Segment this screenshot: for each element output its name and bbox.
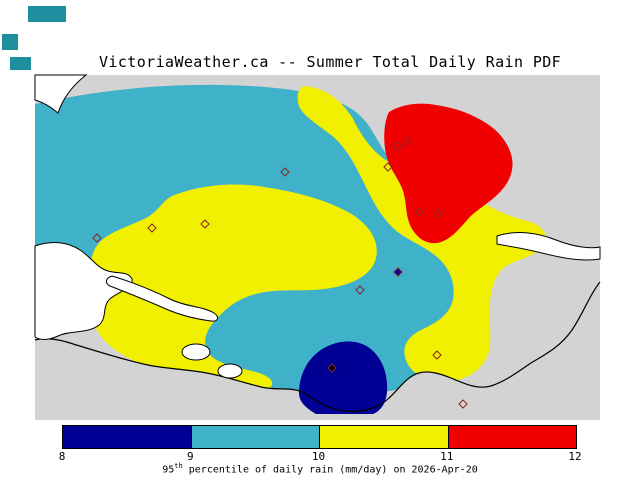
station-marker [433, 209, 443, 219]
colorbar-caption: 95th percentile of daily rain (mm/day) o… [0, 462, 640, 475]
colorbar-tick: 10 [311, 450, 326, 463]
water-channel [105, 275, 219, 322]
station-marker [92, 233, 102, 243]
water-corner [34, 74, 88, 114]
lake [181, 343, 211, 361]
ocean-bottom [35, 282, 600, 420]
map-fragment [10, 57, 31, 70]
rain-region-8-9 [299, 341, 388, 414]
station-marker [327, 363, 337, 373]
station-marker [355, 285, 365, 295]
colorbar-tick: 11 [440, 450, 454, 463]
colorbar-segment [447, 426, 576, 448]
colorbar [62, 425, 577, 449]
colorbar-tick: 9 [186, 450, 194, 463]
water-strait-right [496, 232, 601, 261]
station-marker [432, 350, 442, 360]
caption-value: 95 [162, 464, 175, 476]
colorbar-ticks: 8 9 10 11 12 [0, 450, 640, 463]
rain-region-10-11-central [88, 184, 377, 393]
station-marker [458, 399, 468, 409]
station-marker [402, 136, 412, 146]
caption-sup: th [174, 462, 183, 470]
map-fragment [28, 6, 66, 22]
chart-title: VictoriaWeather.ca -- Summer Total Daily… [99, 53, 562, 71]
coastline [34, 281, 601, 413]
map-fragment [2, 34, 18, 50]
station-markers [92, 136, 468, 409]
station-marker [393, 141, 403, 151]
colorbar-segment [319, 426, 448, 448]
colorbar-segment [63, 426, 191, 448]
station-marker [280, 167, 290, 177]
station-marker [200, 219, 210, 229]
lake [217, 363, 243, 379]
colorbar-segment [190, 426, 319, 448]
colorbar-tick: 8 [58, 450, 66, 463]
colorbar-tick: 12 [568, 450, 582, 463]
station-marker [414, 207, 424, 217]
station-marker [383, 162, 393, 172]
station-marker [147, 223, 157, 233]
station-marker [393, 267, 403, 277]
caption-rest: percentile of daily rain (mm/day) on 202… [182, 464, 478, 476]
rain-region-11-12 [384, 103, 513, 244]
